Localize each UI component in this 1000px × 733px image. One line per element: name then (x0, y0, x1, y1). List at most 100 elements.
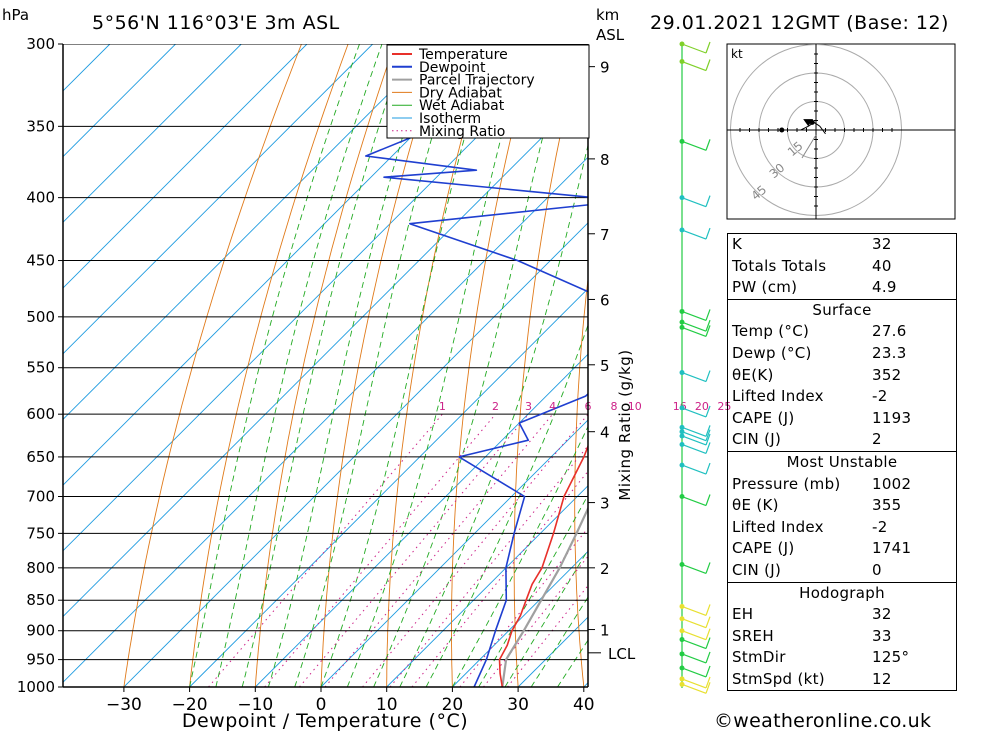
index-most-unstable-row: CIN (J) 0 (728, 560, 956, 582)
isotherm-line (63, 44, 176, 158)
pressure-tick-label: 1000 (17, 678, 55, 696)
isotherm-line (63, 90, 588, 618)
wind-barb (679, 603, 711, 617)
index-surface-value: 23.3 (872, 343, 907, 362)
index-hodograph-value: 32 (872, 605, 892, 624)
wind-barb-shaft (681, 197, 707, 208)
index-surface-label: Lifted Index (732, 387, 824, 406)
wind-barb (679, 628, 711, 641)
legend-entry: Temperature (418, 47, 508, 63)
index-hodograph-row: SREH 33 (728, 626, 956, 648)
wind-barb-flag (705, 405, 711, 418)
wind-barb-flag (705, 425, 711, 437)
wind-barb (679, 681, 711, 694)
wind-barb-dot (679, 59, 685, 65)
index-hodograph-value: 125° (872, 648, 910, 667)
datetime-title: 29.01.2021 12GMT (Base: 12) (650, 12, 949, 34)
wind-barb-shaft (681, 638, 707, 650)
height-tick-label: 6 (600, 291, 610, 309)
isotherm-line (123, 222, 588, 687)
height-axis-ticks: 9 8 7 6 5 4 3 2 1 LCL (588, 59, 636, 663)
temperature-tick-label: 30 (507, 695, 529, 715)
mixing-ratio-labels: 12346810162025 (439, 400, 732, 413)
temperature-tick-label: 10 (376, 695, 398, 715)
wet-adiabat-line (189, 44, 360, 687)
indices-table: K 32 Totals Totals 40 PW (cm) 4.9 Surface Tem… (727, 233, 957, 692)
index-surface-row: Dewp (°C) 23.3 (728, 343, 956, 365)
index-surface-label: CIN (J) (732, 430, 782, 449)
mixing-ratio-label: 1 (439, 400, 446, 413)
wind-barb-shaft (681, 229, 707, 240)
dry-adiabat-line (633, 44, 674, 687)
wind-barb (679, 616, 711, 629)
pressure-tick-label: 900 (26, 622, 55, 640)
temperature-tick-label: −10 (237, 695, 273, 715)
mixing-ratio-label: 2 (492, 400, 499, 413)
wind-barb-shaft (681, 435, 707, 446)
isotherm-line (63, 44, 571, 552)
wind-barb-shaft (681, 605, 707, 617)
wind-barb (679, 462, 711, 475)
indices-surface: Surface Temp (°C) 27.6 Dewp (°C) 23.3 θE(K) 3… (728, 298, 956, 451)
wind-barb-flag (705, 325, 711, 337)
temperature-tick-label: −20 (172, 695, 208, 715)
storm-motion-marker (803, 119, 814, 127)
index-hodograph-value: 12 (872, 669, 892, 688)
index-general-label: Totals Totals (732, 256, 827, 275)
wind-barb-flag (705, 319, 711, 332)
wind-barb-shaft (681, 407, 707, 418)
wind-barb (679, 324, 711, 337)
index-general-row: PW (cm) 4.9 (728, 277, 956, 299)
index-surface-label: Dewp (°C) (732, 343, 812, 362)
wind-barb-flag (705, 676, 711, 689)
indices-hodograph: Hodograph EH 32 SREH 33 StmDir 125° StmSpd (kt… (728, 581, 956, 691)
index-surface-label: CAPE (J) (732, 408, 795, 427)
index-general-label: K (732, 235, 743, 253)
index-surface-value: 27.6 (872, 322, 907, 341)
wind-barb-shaft (681, 464, 707, 475)
wind-barb (679, 370, 711, 383)
wind-barb-flag (705, 227, 711, 240)
copyright-text[interactable]: ©weatheronline.co.uk (714, 710, 932, 732)
index-hodograph-label: StmSpd (kt) (732, 669, 825, 688)
wet-adiabat-line (241, 44, 407, 687)
index-most-unstable-value: 355 (872, 496, 902, 515)
wind-barb (679, 308, 711, 322)
index-most-unstable-label: CAPE (J) (732, 539, 795, 558)
wind-barb-flag (705, 562, 711, 574)
pressure-tick-label: 350 (26, 117, 55, 135)
wind-barb-flag (705, 442, 711, 454)
mixing-ratio-line (324, 413, 554, 687)
wind-barb-flag (705, 433, 711, 446)
wind-barb-flag (705, 494, 711, 506)
mixing-ratio-label: 20 (695, 400, 709, 413)
isotherm-line (63, 44, 242, 223)
index-general-label: PW (cm) (732, 278, 798, 297)
index-general-row: K 32 (728, 234, 956, 256)
wind-barb (679, 651, 711, 664)
wind-barb (679, 138, 711, 151)
index-surface-label: Temp (°C) (732, 322, 810, 341)
index-most-unstable-row: Pressure (mb) 1002 (728, 474, 956, 496)
isotherm-line (63, 44, 374, 355)
isotherm-line (63, 44, 308, 289)
pressure-tick-label: 550 (26, 359, 55, 377)
wind-barb-shaft (681, 618, 707, 629)
height-tick-label: 9 (600, 59, 610, 77)
temperature-tick-label: 0 (316, 695, 327, 715)
legend-entry: Dry Adiabat (419, 85, 502, 101)
mixing-ratio-label: 8 (611, 400, 618, 413)
wind-barb-flag (705, 41, 711, 54)
index-hodograph-row: EH 32 (728, 604, 956, 626)
hodograph-unit-label: kt (731, 47, 743, 61)
height-tick-label: 5 (600, 357, 610, 375)
most-unstable-header: Most Unstable (786, 452, 898, 471)
index-surface-value: -2 (872, 387, 888, 406)
legend-entry: Isotherm (419, 111, 481, 127)
wind-barb-flag (705, 628, 711, 640)
parcel-trajectory-line (501, 505, 588, 687)
wet-adiabat-line (267, 44, 433, 687)
wet-adiabat-line (452, 425, 588, 687)
legend-entry: Dewpoint (419, 60, 486, 76)
